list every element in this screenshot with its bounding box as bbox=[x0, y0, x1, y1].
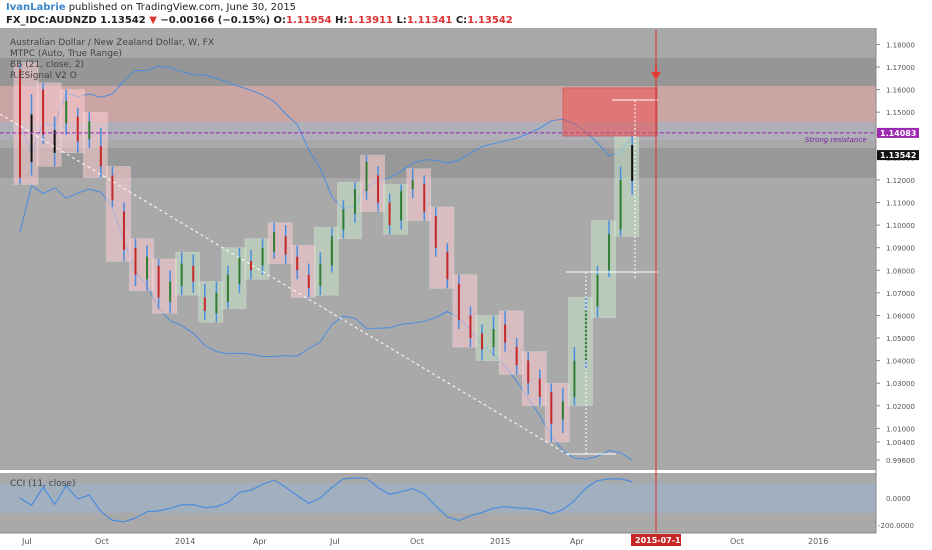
range-box bbox=[106, 166, 131, 262]
price-tick-label: 1.05000 bbox=[886, 335, 915, 343]
range-box bbox=[429, 206, 455, 289]
range-box bbox=[568, 297, 593, 407]
price-tick-label: 1.04000 bbox=[886, 358, 915, 366]
range-box bbox=[175, 251, 201, 296]
price-tag bbox=[877, 150, 919, 161]
range-box bbox=[475, 315, 501, 361]
cci-tick-minus200: -200.0000 bbox=[878, 522, 914, 530]
cci-line bbox=[19, 477, 633, 523]
symbol-label[interactable]: FX_IDC:AUDNZD bbox=[6, 15, 97, 26]
last-price: 1.13542 bbox=[100, 15, 146, 26]
price-tag-value: 1.13542 bbox=[880, 151, 916, 160]
legend-indicator-resignal[interactable]: R.ESignal V2 O bbox=[10, 71, 77, 81]
price-chart[interactable]: Strong resistance Australian Dollar / Ne… bbox=[0, 28, 932, 550]
price-tick-label: 1.01000 bbox=[886, 425, 915, 433]
price-tick-label: 1.15000 bbox=[886, 109, 915, 117]
range-box bbox=[498, 310, 524, 375]
range-box bbox=[360, 154, 385, 212]
range-box bbox=[267, 222, 293, 264]
price-tick-label: 1.09000 bbox=[886, 245, 915, 253]
range-box bbox=[452, 274, 478, 348]
range-boxes bbox=[13, 62, 639, 443]
range-box bbox=[521, 351, 547, 407]
strong-resistance-label: Strong resistance bbox=[805, 136, 867, 144]
time-axis[interactable] bbox=[0, 533, 876, 550]
date-tag-value: 2015-07-13 bbox=[635, 536, 686, 545]
cci-label[interactable]: CCI (11, close) bbox=[10, 479, 75, 489]
resistance-tag-value: 1.14083 bbox=[880, 129, 916, 138]
range-box bbox=[59, 89, 85, 154]
range-box bbox=[152, 258, 177, 314]
range-box bbox=[383, 184, 408, 235]
legend-indicator-bb[interactable]: BB (21, close, 2) bbox=[10, 60, 84, 70]
price-axis[interactable] bbox=[876, 28, 932, 550]
range-box bbox=[406, 168, 432, 221]
upper-supply-zone bbox=[0, 58, 876, 86]
high-label: H: bbox=[335, 15, 348, 26]
open-label: O: bbox=[273, 15, 287, 26]
range-box bbox=[591, 220, 616, 318]
range-box bbox=[13, 62, 39, 185]
range-box bbox=[244, 238, 270, 280]
open-value: 1.11954 bbox=[286, 15, 332, 26]
candles bbox=[19, 62, 634, 442]
time-tick-label: Oct bbox=[730, 537, 744, 546]
author-name[interactable]: IvanLabrie bbox=[6, 2, 66, 13]
time-tick-label: Oct bbox=[410, 537, 424, 546]
red-supply-zone bbox=[0, 86, 876, 122]
time-tick-label: Oct bbox=[95, 537, 109, 546]
time-tick-label: Jul bbox=[21, 537, 32, 546]
low-value: 1.11341 bbox=[406, 15, 453, 26]
publish-line: IvanLabrie published on TradingView.com,… bbox=[6, 2, 296, 13]
legend-indicator-mtpc[interactable]: MTPC (Auto, True Range) bbox=[10, 49, 122, 59]
price-tick-label: 0.99600 bbox=[886, 457, 915, 465]
down-arrow-icon: ▼ bbox=[149, 15, 157, 26]
range-box bbox=[221, 247, 247, 309]
time-tick-label: 2015 bbox=[490, 537, 510, 546]
range-box bbox=[314, 227, 339, 296]
published-text: published on TradingView.com, June 30, 2… bbox=[65, 2, 297, 13]
date-tag bbox=[631, 534, 681, 546]
price-tick-label: 1.18000 bbox=[886, 41, 915, 49]
target-zone[interactable] bbox=[562, 87, 658, 137]
chart-header: IvanLabrie published on TradingView.com,… bbox=[0, 0, 932, 28]
lower-supply-zone bbox=[0, 148, 876, 178]
trend-line[interactable] bbox=[0, 113, 571, 457]
price-tick-label: 1.11000 bbox=[886, 200, 915, 208]
price-tick-label: 1.06000 bbox=[886, 312, 915, 320]
ohlc-line: FX_IDC:AUDNZD 1.13542 ▼ −0.00166 (−0.15%… bbox=[6, 15, 513, 26]
price-tick-label: 1.16000 bbox=[886, 87, 915, 95]
low-label: L: bbox=[396, 15, 407, 26]
legend-title: Australian Dollar / New Zealand Dollar, … bbox=[10, 38, 214, 48]
price-tick-label: 1.07000 bbox=[886, 290, 915, 298]
price-tick-label: 1.08000 bbox=[886, 267, 915, 275]
time-tick-label: 2014 bbox=[175, 537, 195, 546]
time-tick-label: Apr bbox=[570, 537, 585, 546]
price-tick-label: 1.10000 bbox=[886, 222, 915, 230]
resistance-tag bbox=[877, 127, 919, 138]
range-box bbox=[290, 245, 316, 298]
price-tick-label: 1.03000 bbox=[886, 380, 915, 388]
change-value: −0.00166 (−0.15%) bbox=[160, 15, 271, 26]
close-value: 1.13542 bbox=[467, 15, 513, 26]
high-value: 1.13911 bbox=[347, 15, 393, 26]
time-tick-label: 2016 bbox=[808, 537, 828, 546]
price-tick-label: 1.00400 bbox=[886, 439, 915, 447]
range-box bbox=[36, 82, 62, 167]
time-tick-label: Apr bbox=[253, 537, 268, 546]
range-box bbox=[545, 382, 570, 443]
range-box bbox=[129, 238, 154, 291]
cci-tick-zero: 0.0000 bbox=[886, 495, 911, 503]
close-label: C: bbox=[455, 15, 468, 26]
price-tick-label: 1.12000 bbox=[886, 177, 915, 185]
range-box bbox=[337, 181, 362, 239]
time-tick-label: Jul bbox=[329, 537, 340, 546]
grey-band-zone bbox=[0, 122, 876, 140]
price-tick-label: 1.17000 bbox=[886, 64, 915, 72]
range-box bbox=[83, 111, 108, 178]
down-arrow-marker-icon bbox=[651, 66, 661, 80]
range-box bbox=[198, 281, 224, 323]
price-tick-label: 1.02000 bbox=[886, 403, 915, 411]
